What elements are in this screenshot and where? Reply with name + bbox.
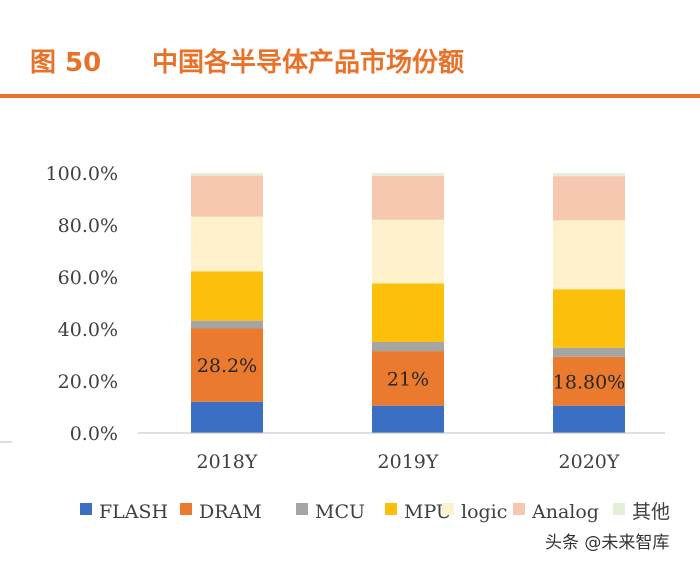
bar-segment [191, 175, 263, 217]
data-label: 28.2% [197, 355, 257, 377]
bar-segment [372, 405, 444, 433]
legend-swatch [296, 503, 308, 515]
data-label: 18.80% [553, 371, 625, 393]
bar-segment [372, 173, 444, 176]
legend-swatch [442, 503, 454, 515]
title-bar: 图 50 中国各半导体产品市场份额 [0, 0, 700, 100]
bar-segment [372, 351, 444, 406]
legend-label: MPU [404, 501, 452, 523]
x-tick-label: 2019Y [378, 451, 439, 473]
legend-label: logic [461, 501, 507, 523]
watermark: 头条 @未来智库 [545, 533, 670, 553]
bar-segment [553, 405, 625, 433]
x-tick-label: 2018Y [197, 451, 258, 473]
y-tick-label: 80.0% [58, 215, 118, 237]
bar-segment [191, 173, 263, 176]
legend-label: 其他 [632, 501, 670, 523]
bar-segment [191, 401, 263, 433]
y-tick-label: 60.0% [58, 267, 118, 289]
y-tick-label: 20.0% [58, 371, 118, 393]
legend-label: Analog [531, 501, 599, 523]
bar-segment [191, 216, 263, 272]
bar-segment [372, 175, 444, 220]
bar-segment [372, 342, 444, 352]
bar-segment [372, 219, 444, 284]
title-divider [0, 94, 700, 98]
bar-segment [553, 347, 625, 357]
y-tick-label: 100.0% [46, 163, 118, 185]
bar-segment [553, 173, 625, 177]
legend-swatch [80, 503, 92, 515]
page-title: 中国各半导体产品市场份额 [152, 48, 465, 78]
legend-label: MCU [315, 501, 365, 523]
bar-segment [553, 220, 625, 290]
x-tick-label: 2020Y [559, 451, 620, 473]
bar-segment [191, 320, 263, 329]
bar-segment [372, 283, 444, 342]
legend-swatch [385, 503, 397, 515]
legend-swatch [513, 503, 525, 515]
y-tick-label: 40.0% [58, 319, 118, 341]
bar-segment [553, 176, 625, 221]
legend-swatch [180, 503, 192, 515]
bar-segment [191, 328, 263, 402]
legend-swatch [613, 503, 625, 515]
bar-segment [553, 289, 625, 348]
y-tick-label: 0.0% [70, 423, 118, 445]
legend-label: DRAM [199, 501, 262, 523]
legend-label: FLASH [99, 501, 168, 523]
figure-label: 图 50 [30, 48, 102, 78]
data-label: 21% [387, 368, 429, 390]
bar-segment [553, 356, 625, 406]
bar-segment [191, 271, 263, 321]
